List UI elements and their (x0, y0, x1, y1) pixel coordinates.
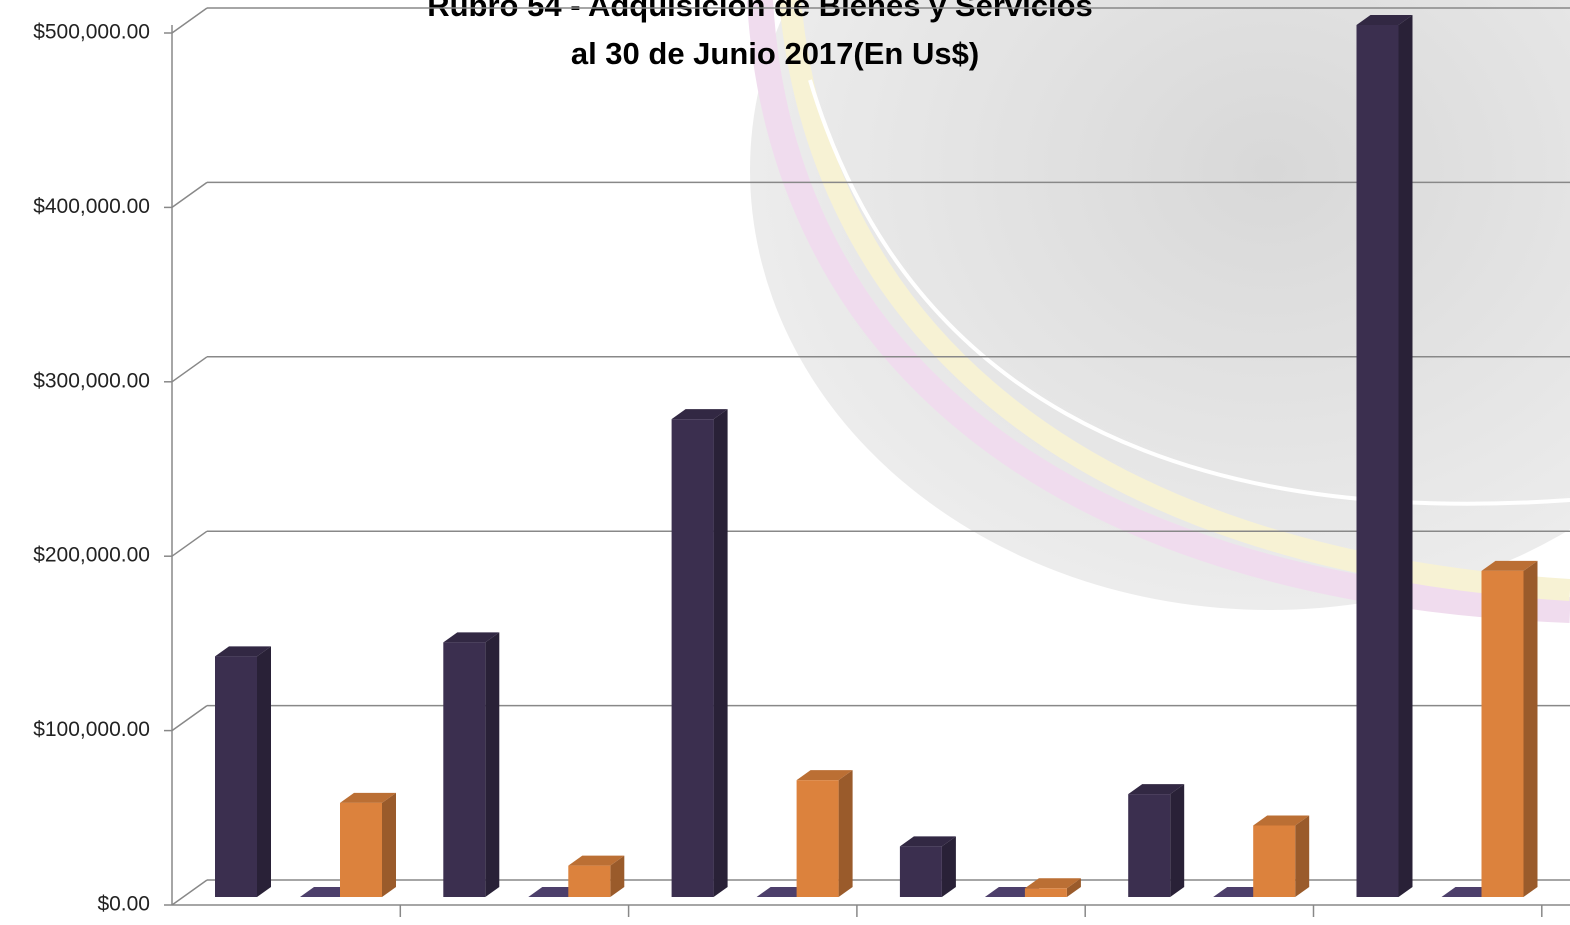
bar-face (1481, 570, 1524, 897)
bar (1253, 815, 1310, 897)
bar-face (340, 792, 396, 803)
y-tick-label: $400,000.00 (33, 195, 150, 218)
bar (568, 855, 625, 897)
bar (1128, 784, 1185, 897)
bar-face (1170, 784, 1185, 897)
bar-face (257, 646, 271, 897)
bar-face (1523, 560, 1538, 897)
bar (899, 836, 956, 897)
grid-line (171, 181, 208, 209)
bar (1356, 15, 1413, 897)
y-tick-label: $300,000.00 (33, 369, 150, 392)
bar-face (610, 855, 625, 897)
bar-face (1295, 815, 1310, 897)
bar (443, 632, 500, 897)
bar-face (1128, 784, 1185, 795)
bar-face (443, 642, 486, 897)
grid-line (171, 704, 208, 732)
bar-face (1024, 888, 1067, 897)
bar-face (215, 646, 271, 657)
bar-face (340, 802, 382, 897)
bar (340, 792, 396, 897)
grid-line (171, 530, 208, 557)
grid-line (171, 879, 208, 906)
bar-face (1356, 15, 1413, 25)
bar-face (1481, 560, 1538, 571)
bar-face (713, 409, 728, 897)
bar-face (485, 632, 500, 897)
bar (215, 646, 271, 897)
bar (671, 409, 728, 897)
bar (796, 770, 853, 897)
bar (1024, 878, 1081, 897)
y-tick-label: $500,000.00 (33, 21, 150, 44)
bar-face (796, 780, 839, 897)
bar-face (568, 855, 625, 866)
bar-face (382, 792, 396, 897)
bar-face (1356, 25, 1399, 897)
grid-line (171, 356, 208, 383)
bar-face (671, 409, 728, 420)
bar-face (568, 865, 611, 897)
bar-face (899, 836, 956, 847)
decor-arc (747, 0, 1570, 623)
bar-face (1398, 15, 1413, 897)
bar-face (899, 846, 942, 897)
bar-face (796, 770, 853, 781)
bar-face (1128, 794, 1171, 897)
chart-title: Rubro 54 - Adquisición de Bienes y Servi… (427, 0, 1093, 23)
bar-face (838, 770, 853, 897)
bar-face (671, 419, 714, 897)
grid-line (171, 7, 208, 34)
bar-face (941, 836, 956, 897)
bar-face (1066, 878, 1081, 897)
y-tick-label: $200,000.00 (33, 544, 150, 567)
chart-title: al 30 de Junio 2017(En Us$) (571, 36, 979, 71)
bar-face (1253, 815, 1310, 826)
bar-face (1024, 878, 1081, 889)
bar-face (215, 656, 257, 897)
bar (1481, 560, 1538, 897)
bar-face (1253, 825, 1296, 897)
bar-face (443, 632, 500, 643)
y-tick-label: $0.00 (97, 893, 150, 916)
y-tick-label: $100,000.00 (33, 718, 150, 741)
